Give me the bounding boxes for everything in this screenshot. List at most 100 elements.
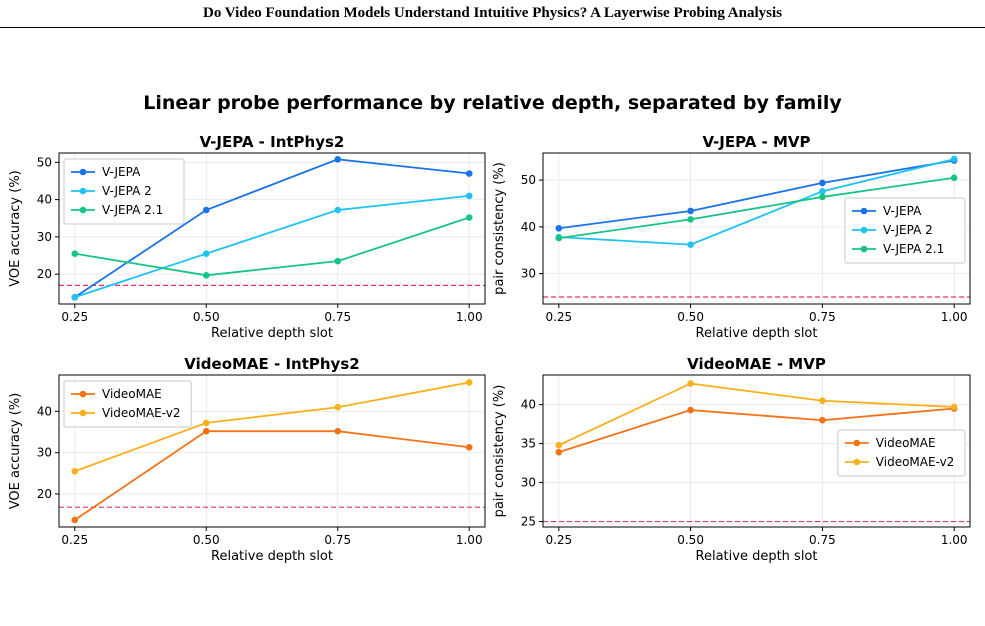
legend-box [837, 429, 966, 477]
series-line-1 [558, 159, 955, 230]
data-point [819, 179, 826, 187]
data-point [202, 419, 210, 427]
x-axis-label: Relative depth slot [696, 549, 818, 564]
x-tick-label: 0.75 [324, 533, 351, 547]
x-tick-label: 0.25 [61, 310, 88, 324]
chart-panel-1: V-JEPA - IntPhys2 0.25 0.50 0.75 1.00 20 30 40 5… [8, 133, 486, 341]
data-point [465, 192, 473, 200]
x-axis-label: Relative depth slot [696, 326, 818, 341]
y-tick-label: 35 [521, 437, 536, 451]
legend-swatch-marker [860, 207, 868, 215]
data-point [334, 156, 342, 163]
data-point [202, 250, 210, 257]
legend-box [63, 380, 192, 428]
y-tick-label: 40 [521, 220, 536, 234]
data-point [687, 207, 694, 215]
legend-swatch-marker [860, 245, 868, 253]
panel-title: V-JEPA - MVP [703, 133, 811, 151]
plot-frame [58, 374, 486, 528]
legend-label: VideoMAE-v2 [102, 406, 181, 420]
data-point [334, 206, 342, 214]
y-axis-label: VOE accuracy (%) [8, 393, 23, 510]
legend-box [844, 197, 966, 264]
data-point [202, 427, 210, 435]
data-point [555, 448, 563, 456]
plot-frame [542, 374, 971, 528]
data-point [202, 206, 210, 214]
legend-swatch-marker [79, 187, 87, 195]
y-tick-label: 30 [37, 230, 52, 244]
data-point [819, 397, 826, 405]
y-tick-label: 40 [521, 398, 536, 412]
data-point [950, 155, 958, 163]
x-tick-label: 1.00 [456, 533, 483, 547]
data-point [950, 403, 958, 411]
legend: VideoMAE VideoMAE-v2 [837, 429, 966, 477]
data-point [555, 224, 563, 232]
data-point [687, 380, 694, 387]
x-tick-label: 0.50 [193, 533, 220, 547]
legend-swatch-marker [853, 458, 861, 466]
legend-swatch-marker [853, 439, 861, 447]
data-point [555, 441, 563, 449]
data-point [334, 403, 342, 411]
x-axis-label: Relative depth slot [211, 326, 333, 341]
data-point [71, 467, 79, 475]
data-point [950, 174, 958, 182]
legend-label: VideoMAE-v2 [876, 455, 955, 469]
data-point [555, 234, 563, 242]
x-axis-label: Relative depth slot [211, 549, 333, 564]
x-tick-label: 0.50 [677, 533, 704, 547]
plot-frame [58, 152, 486, 305]
data-point [819, 416, 826, 424]
x-tick-label: 0.25 [545, 533, 572, 547]
y-tick-label: 20 [37, 487, 52, 501]
x-tick-label: 1.00 [941, 310, 968, 324]
legend: V-JEPA V-JEPA 2 V-JEPA 2.1 [844, 197, 966, 264]
series-line-2 [558, 382, 955, 446]
series-line-2 [74, 194, 470, 299]
legend-swatch-marker [79, 409, 87, 417]
y-tick-label: 20 [37, 267, 52, 281]
x-tick-label: 0.50 [193, 310, 220, 324]
legend-swatch-marker [79, 390, 87, 398]
plot-frame [542, 152, 971, 305]
data-point [687, 216, 694, 223]
legend: V-JEPA V-JEPA 2 V-JEPA 2.1 [63, 158, 185, 225]
figure-suptitle: Linear probe performance by relative dep… [143, 92, 842, 114]
data-point [71, 516, 79, 524]
chart-panel-4: VideoMAE - MVP 0.25 0.50 0.75 1.00 25 30 35 40 Re… [492, 355, 971, 564]
legend-label: V-JEPA 2 [883, 223, 933, 237]
panel-title: V-JEPA - IntPhys2 [200, 133, 345, 151]
data-point [334, 257, 342, 265]
data-point [71, 250, 79, 257]
y-tick-label: 30 [521, 476, 536, 490]
y-axis-label: pair consistency (%) [492, 385, 507, 518]
series-line-1 [558, 407, 955, 454]
panel-title: VideoMAE - IntPhys2 [184, 355, 359, 373]
paper-running-header: Do Video Foundation Models Understand In… [0, 0, 985, 28]
data-point [819, 193, 826, 201]
data-point [465, 443, 473, 451]
legend-box [63, 158, 185, 225]
x-tick-label: 0.75 [324, 310, 351, 324]
series-line-2 [558, 158, 955, 246]
data-point [465, 214, 473, 221]
series-line-3 [74, 216, 470, 277]
data-point [465, 379, 473, 386]
data-point [202, 271, 210, 279]
y-tick-label: 25 [521, 515, 536, 529]
series-line-1 [74, 158, 470, 299]
legend-label: V-JEPA 2 [102, 184, 152, 198]
legend-swatch-marker [79, 168, 87, 176]
legend-label: V-JEPA [883, 204, 922, 218]
x-tick-label: 0.25 [545, 310, 572, 324]
y-tick-label: 40 [37, 404, 52, 418]
series-line-1 [74, 430, 470, 521]
chart-panel-3: VideoMAE - IntPhys2 0.25 0.50 0.75 1.00 20 30 4… [8, 355, 486, 564]
legend-swatch-marker [79, 206, 87, 214]
series-line-3 [558, 176, 955, 239]
data-point [819, 188, 826, 195]
data-point [687, 406, 694, 414]
